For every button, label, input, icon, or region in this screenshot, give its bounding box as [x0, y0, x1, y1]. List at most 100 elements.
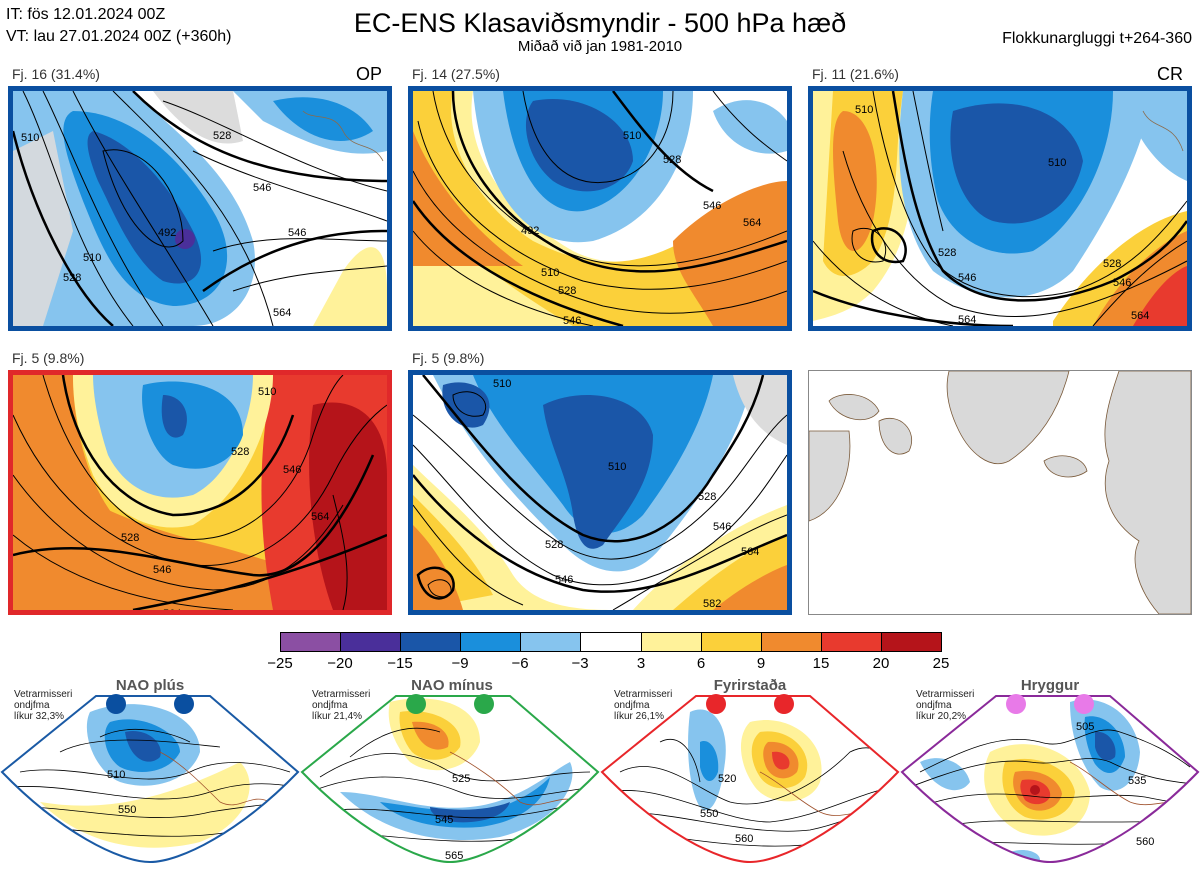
cluster-map-2: 510 528 492 510 528 546 564 546: [408, 86, 792, 331]
contour-label: 546: [713, 521, 731, 533]
panel-3-tag: CR: [1157, 64, 1183, 84]
contour-label: 546: [958, 272, 976, 284]
contour-label: 505: [1076, 721, 1094, 733]
contour-label: 546: [555, 574, 573, 586]
valid-time: VT: lau 27.01.2024 00Z (+360h): [6, 28, 232, 45]
contour-label: 564: [741, 546, 759, 558]
colorbar-swatch: [521, 633, 582, 651]
colorbar-swatch: [761, 633, 822, 651]
colorbar-swatch: [281, 633, 342, 651]
contour-label: 545: [435, 814, 453, 826]
contour-label: 546: [703, 200, 721, 212]
contour-label: 550: [700, 808, 718, 820]
panel-4-label: Fj. 5 (9.8%): [12, 350, 85, 366]
header-times: IT: fös 12.01.2024 00Z VT: lau 27.01.202…: [6, 4, 232, 48]
colorbar-tick: −15: [387, 655, 413, 672]
colorbar: [280, 632, 942, 652]
contour-label: 546: [283, 464, 301, 476]
contour-label: 528: [545, 539, 563, 551]
contour-label: 528: [663, 154, 681, 166]
colorbar-swatch: [881, 633, 942, 651]
regime-map-ridge: 505 535 560: [900, 692, 1200, 871]
colorbar-tick: −3: [571, 655, 589, 672]
panel-2-label: Fj. 14 (27.5%): [412, 66, 500, 82]
contour-label: 565: [445, 850, 463, 862]
contour-label: 510: [107, 769, 125, 781]
contour-label: 528: [938, 247, 956, 259]
regime-title: Hryggur: [1020, 677, 1080, 694]
colorbar-tick: 20: [872, 655, 890, 672]
regime-map-nao-plus: 510 550: [0, 692, 300, 871]
page-subtitle: Miðað við jan 1981-2010: [517, 38, 683, 55]
contour-label: 528: [63, 272, 81, 284]
colorbar-tick: 15: [812, 655, 830, 672]
regime-map-nao-minus: 525 545 565: [300, 692, 600, 871]
contour-label: 560: [1136, 836, 1154, 848]
contour-label: 510: [83, 252, 101, 264]
contour-label: 510: [1048, 157, 1066, 169]
panel-5-label: Fj. 5 (9.8%): [412, 350, 485, 366]
regime-note: Vetrarmisseri ondjfma líkur 21,4%: [312, 689, 371, 722]
contour-label: 510: [608, 461, 626, 473]
contour-label: 528: [1103, 258, 1121, 270]
contour-label: 510: [258, 386, 276, 398]
regime-map-blocking: 520 550 560: [600, 692, 900, 871]
contour-label: 564: [1131, 310, 1149, 322]
contour-label: 528: [231, 446, 249, 458]
colorbar-swatch: [821, 633, 882, 651]
classification-window: Flokkunargluggi t+264-360: [1002, 30, 1192, 47]
contour-label: 510: [623, 130, 641, 142]
contour-label: 564: [958, 314, 976, 326]
regime-title: NAO mínus: [411, 677, 493, 694]
contour-label: 582: [703, 598, 721, 610]
regime-note: Vetrarmisseri ondjfma líkur 20,2%: [916, 689, 975, 722]
panel-3-label: Fj. 11 (21.6%): [812, 66, 899, 82]
contour-label: 546: [563, 315, 581, 326]
contour-label: 560: [735, 833, 753, 845]
colorbar-tick: −9: [451, 655, 469, 672]
cluster-map-1: 510 528 546 492 510 528 546 564: [8, 86, 392, 331]
contour-label: 550: [118, 804, 136, 816]
contour-label: 510: [21, 132, 39, 144]
colorbar-swatch: [581, 633, 642, 651]
contour-label: 535: [1128, 775, 1146, 787]
regime-title: Fyrirstaða: [713, 677, 787, 694]
page-title: EC-ENS Klasaviðsmyndir - 500 hPa hæð: [353, 8, 847, 38]
colorbar-swatch: [641, 633, 702, 651]
reference-map: [808, 370, 1192, 615]
contour-label: 528: [213, 130, 231, 142]
contour-label: 510: [541, 267, 559, 279]
contour-label: 510: [855, 104, 873, 116]
regime-note: Vetrarmisseri ondjfma líkur 26,1%: [614, 689, 673, 722]
colorbar-tick: 6: [696, 655, 706, 672]
regime-note: Vetrarmisseri ondjfma líkur 32,3%: [14, 689, 73, 722]
contour-label: 492: [158, 227, 176, 239]
colorbar-tick: −25: [267, 655, 293, 672]
contour-label: 510: [493, 378, 511, 390]
contour-label: 528: [698, 491, 716, 503]
contour-label: 520: [718, 773, 736, 785]
cluster-map-5: 510 510 528 546 528 546 564 582: [408, 370, 792, 615]
contour-label: 564: [273, 307, 291, 319]
cluster-map-4: 510 528 546 528 546 564 564: [8, 370, 392, 615]
contour-label: 528: [121, 532, 139, 544]
panel-1-label: Fj. 16 (31.4%): [12, 66, 100, 82]
colorbar-tick: 25: [932, 655, 950, 672]
colorbar-swatch: [461, 633, 522, 651]
contour-label: 528: [558, 285, 576, 297]
contour-label: 546: [253, 182, 271, 194]
colorbar-swatch: [341, 633, 402, 651]
contour-label: 564: [743, 217, 761, 229]
contour-label: 564: [163, 608, 181, 610]
contour-label: 546: [153, 564, 171, 576]
contour-label: 546: [288, 227, 306, 239]
contour-label: 546: [1113, 277, 1131, 289]
contour-label: 492: [521, 225, 539, 237]
colorbar-swatch: [401, 633, 462, 651]
colorbar-tick: −20: [327, 655, 353, 672]
panel-1-tag: OP: [356, 64, 383, 84]
colorbar-swatch: [701, 633, 762, 651]
contour-label: 564: [311, 511, 329, 523]
colorbar-tick: 3: [636, 655, 646, 672]
cluster-map-3: 510 510 528 546 564 564 528 546: [808, 86, 1192, 331]
